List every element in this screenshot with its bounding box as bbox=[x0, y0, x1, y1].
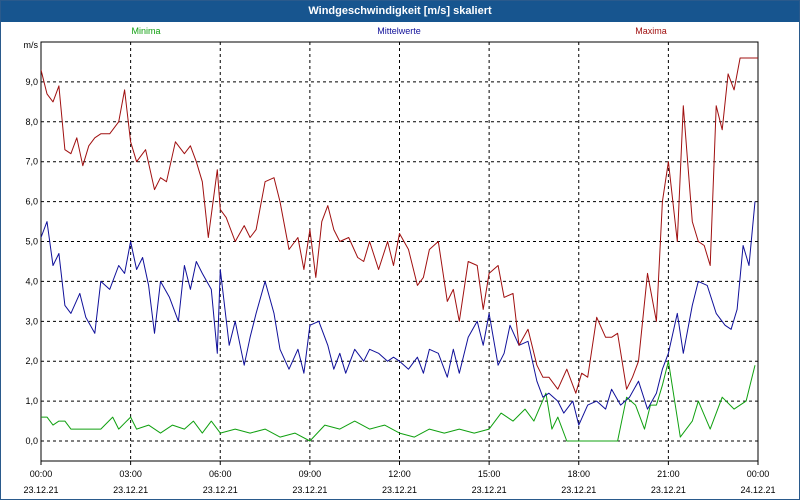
x-tick-time-label: 03:00 bbox=[119, 469, 142, 479]
x-tick-date-label: 23.12.21 bbox=[113, 485, 148, 495]
y-tick-label: 8,0 bbox=[25, 117, 38, 127]
y-tick-label: 6,0 bbox=[25, 197, 38, 207]
x-tick-date-label: 23.12.21 bbox=[382, 485, 417, 495]
legend-mittelwerte: Mittelwerte bbox=[377, 26, 421, 36]
legend-minima: Minima bbox=[131, 26, 160, 36]
x-tick-date-label: 24.12.21 bbox=[740, 485, 775, 495]
y-tick-label: 9,0 bbox=[25, 77, 38, 87]
x-tick-date-label: 23.12.21 bbox=[472, 485, 507, 495]
x-tick-date-label: 23.12.21 bbox=[561, 485, 596, 495]
y-tick-label: 4,0 bbox=[25, 276, 38, 286]
y-tick-label: 1,0 bbox=[25, 396, 38, 406]
y-tick-label: 5,0 bbox=[25, 237, 38, 247]
y-tick-label: 3,0 bbox=[25, 316, 38, 326]
x-tick-time-label: 06:00 bbox=[209, 469, 232, 479]
series-line-maxima bbox=[41, 57, 758, 394]
x-tick-date-label: 23.12.21 bbox=[203, 485, 238, 495]
x-tick-time-label: 00:00 bbox=[747, 469, 770, 479]
x-tick-time-label: 00:00 bbox=[30, 469, 53, 479]
y-tick-label: 2,0 bbox=[25, 356, 38, 366]
chart-title: Windgeschwindigkeit [m/s] skaliert bbox=[1, 1, 799, 22]
x-tick-time-label: 21:00 bbox=[657, 469, 680, 479]
y-axis-label: m/s bbox=[24, 40, 39, 50]
series-line-minima bbox=[41, 360, 756, 442]
x-tick-time-label: 15:00 bbox=[478, 469, 501, 479]
y-tick-label: 0,0 bbox=[25, 436, 38, 446]
series-line-mittelwerte bbox=[41, 201, 756, 426]
x-tick-time-label: 12:00 bbox=[388, 469, 411, 479]
x-tick-time-label: 18:00 bbox=[567, 469, 590, 479]
x-tick-time-label: 09:00 bbox=[299, 469, 322, 479]
x-tick-date-label: 23.12.21 bbox=[651, 485, 686, 495]
x-tick-date-label: 23.12.21 bbox=[23, 485, 58, 495]
legend-maxima: Maxima bbox=[635, 26, 667, 36]
y-tick-label: 7,0 bbox=[25, 157, 38, 167]
x-tick-date-label: 23.12.21 bbox=[292, 485, 327, 495]
